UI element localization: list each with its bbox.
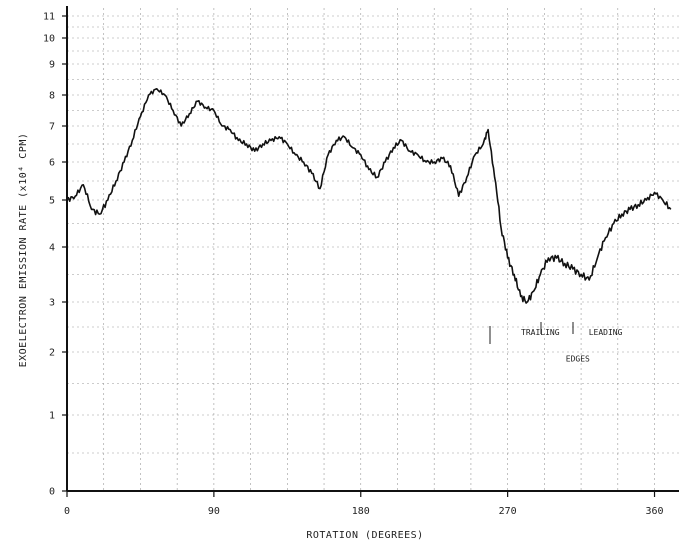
x-tick-label: 270: [499, 506, 517, 517]
y-tick-label: 8: [49, 91, 55, 102]
annotation-label: LEADING: [589, 328, 623, 337]
x-tick-label: 360: [645, 506, 663, 517]
x-ticks: 0 90 180 270 360: [64, 491, 664, 517]
x-tick-label: 90: [208, 506, 220, 517]
x-tick-label: 180: [352, 506, 370, 517]
annotation-label: EDGES: [566, 354, 590, 363]
x-axis-label: ROTATION (DEGREES): [306, 530, 423, 541]
y-tick-label: 9: [49, 60, 55, 71]
y-axis-label: EXOELECTRON EMISSION RATE (x10⁴ CPM): [18, 133, 29, 368]
y-tick-label: 10: [43, 34, 55, 45]
y-tick-label: 2: [49, 348, 55, 359]
y-tick-label: 5: [49, 196, 55, 207]
x-tick-label: 0: [64, 506, 70, 517]
y-tick-label: 1: [49, 411, 55, 422]
grid: [67, 8, 679, 491]
annotation-label: TRAILING: [521, 328, 560, 337]
series-line: [66, 88, 672, 304]
y-ticks: 0 1 2 3 4 5 6 7 8 9 10 11: [43, 12, 67, 498]
y-tick-label: 6: [49, 158, 55, 169]
y-tick-label: 3: [49, 298, 55, 309]
y-tick-label: 11: [43, 12, 55, 23]
edge-brackets: [489, 322, 574, 344]
y-tick-label: 7: [49, 122, 55, 133]
y-tick-label: 0: [49, 487, 55, 498]
y-tick-label: 4: [49, 243, 55, 254]
annotations: TRAILING LEADING EDGES: [521, 328, 623, 363]
axes: [66, 6, 679, 492]
